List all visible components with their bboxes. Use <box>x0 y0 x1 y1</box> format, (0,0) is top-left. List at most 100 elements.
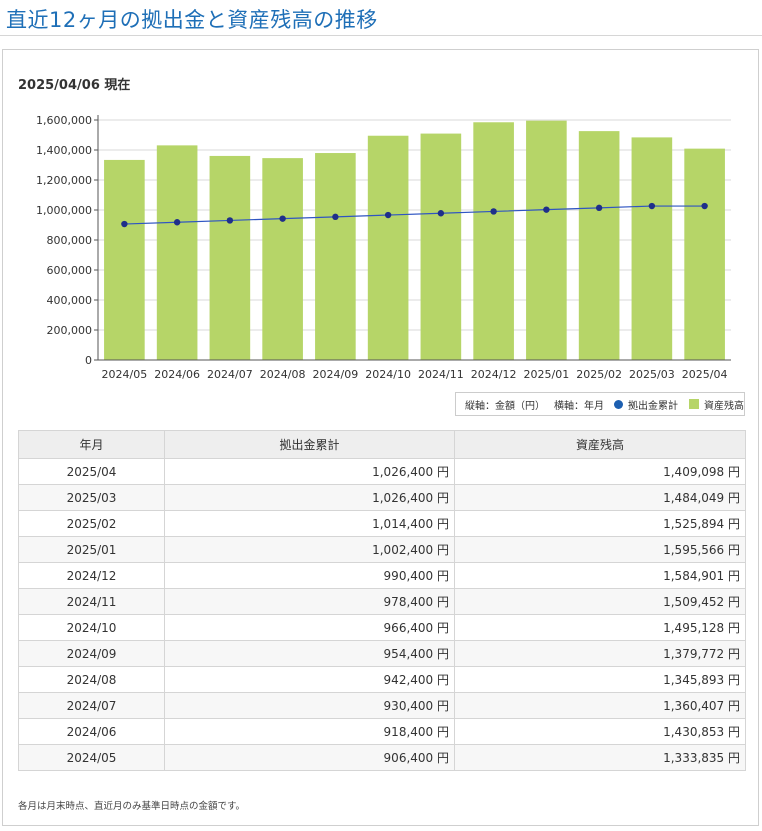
label-layer: 0 200,000 400,000 600,000 800,000 1,000,000 1,… <box>36 114 727 381</box>
y-tick-label: 1,200,000 <box>36 174 92 187</box>
row-contribution: 930,400 円 <box>164 692 455 719</box>
bar-asset-balance <box>367 135 409 360</box>
row-contribution: 966,400 円 <box>164 614 455 641</box>
x-tick-label: 2025/02 <box>576 368 622 381</box>
row-assets: 1,430,853 円 <box>454 718 746 745</box>
row-assets: 1,525,894 円 <box>454 510 746 537</box>
x-tick-label: 2024/06 <box>154 368 200 381</box>
y-tick-label: 600,000 <box>47 264 93 277</box>
row-assets: 1,333,835 円 <box>454 744 746 771</box>
row-contribution: 918,400 円 <box>164 718 455 745</box>
table-header-row: 年月 拠出金累計 資産残高 <box>18 430 746 459</box>
row-contribution: 1,026,400 円 <box>164 484 455 511</box>
row-contribution: 990,400 円 <box>164 562 455 589</box>
legend-line-label: 拠出金累計 <box>628 400 678 412</box>
line-point-contribution <box>226 217 234 224</box>
row-assets: 1,509,452 円 <box>454 588 746 615</box>
history-chart: 0 200,000 400,000 600,000 800,000 1,000,000 1,… <box>36 114 731 381</box>
row-contribution: 1,014,400 円 <box>164 510 455 537</box>
y-tick-label: 1,000,000 <box>36 204 92 217</box>
line-point-contribution <box>701 202 708 210</box>
as-of-date: 2025/04/06 現在 <box>18 78 131 93</box>
legend-bar-label: 資産残高 <box>704 400 744 412</box>
chart-legend: 縦軸：金額（円） 横軸：年月 拠出金累計 資産残高 <box>455 392 745 416</box>
header-month: 年月 <box>18 430 165 459</box>
footnote: 各月は月末時点、直近月のみ基準日時点の金額です。 <box>18 801 246 812</box>
row-month: 2024/10 <box>18 614 165 641</box>
y-tick-label: 1,600,000 <box>36 114 92 127</box>
row-assets: 1,595,566 円 <box>454 536 746 563</box>
row-month: 2024/12 <box>18 562 165 589</box>
legend-bar-swatch-icon <box>689 399 699 409</box>
grid-layer <box>98 119 731 331</box>
bar-asset-balance <box>104 159 145 360</box>
bar-asset-balance <box>315 153 356 360</box>
y-tick-label: 800,000 <box>47 234 93 247</box>
row-assets: 1,409,098 円 <box>454 458 746 485</box>
header-asset-balance: 資産残高 <box>454 430 746 459</box>
x-tick-label: 2025/04 <box>682 368 728 381</box>
x-tick-label: 2025/01 <box>524 368 570 381</box>
y-tick-label: 200,000 <box>47 324 93 337</box>
bar-asset-balance <box>473 122 514 360</box>
line-point-contribution <box>279 215 286 222</box>
line-layer <box>121 202 708 228</box>
row-contribution: 954,400 円 <box>164 640 455 667</box>
row-month: 2024/05 <box>18 744 165 771</box>
row-assets: 1,495,128 円 <box>454 614 746 641</box>
row-month: 2025/04 <box>18 458 165 485</box>
axis-layer <box>94 115 731 361</box>
row-contribution: 906,400 円 <box>164 744 455 771</box>
table-row: 2024/09 954,400 円 1,379,772 円 <box>18 640 746 667</box>
y-tick-label: 0 <box>85 354 92 367</box>
bar-asset-balance <box>156 145 198 360</box>
y-tick-label: 400,000 <box>47 294 93 307</box>
row-month: 2025/03 <box>18 484 165 511</box>
history-table: 年月 拠出金累計 資産残高 2025/04 1,026,400 円 1,409,09… <box>18 430 746 771</box>
line-point-contribution <box>595 204 603 212</box>
x-tick-label: 2024/05 <box>102 368 148 381</box>
row-contribution: 942,400 円 <box>164 666 455 693</box>
legend-y-axis-note: 縦軸：金額（円） <box>465 400 545 412</box>
table-row: 2024/08 942,400 円 1,345,893 円 <box>18 666 746 693</box>
table-row: 2024/12 990,400 円 1,584,901 円 <box>18 562 746 589</box>
table-row: 2024/10 966,400 円 1,495,128 円 <box>18 614 746 641</box>
table-row: 2024/07 930,400 円 1,360,407 円 <box>18 692 746 719</box>
line-point-contribution <box>437 210 445 217</box>
x-tick-label: 2024/09 <box>313 368 359 381</box>
x-tick-label: 2024/10 <box>365 368 411 381</box>
line-contribution-total <box>124 205 705 225</box>
row-contribution: 1,026,400 円 <box>164 458 455 485</box>
bar-asset-balance <box>684 148 725 360</box>
bar-asset-balance <box>526 120 567 360</box>
x-tick-label: 2024/11 <box>418 368 464 381</box>
bar-asset-balance <box>262 158 303 360</box>
bar-asset-balance <box>631 137 673 360</box>
row-month: 2024/09 <box>18 640 165 667</box>
row-contribution: 978,400 円 <box>164 588 455 615</box>
bar-layer <box>104 120 725 360</box>
table-row: 2025/03 1,026,400 円 1,484,049 円 <box>18 484 746 511</box>
bar-asset-balance <box>420 133 462 360</box>
line-point-contribution <box>384 211 392 219</box>
title-divider <box>0 35 762 36</box>
y-tick-label: 1,400,000 <box>36 144 92 157</box>
row-assets: 1,360,407 円 <box>454 692 746 719</box>
bar-asset-balance <box>209 155 251 360</box>
line-point-contribution <box>173 219 181 226</box>
row-month: 2024/06 <box>18 718 165 745</box>
x-tick-label: 2025/03 <box>629 368 675 381</box>
row-month: 2024/11 <box>18 588 165 615</box>
bar-asset-balance <box>578 131 620 360</box>
x-tick-label: 2024/08 <box>260 368 306 381</box>
row-assets: 1,584,901 円 <box>454 562 746 589</box>
row-assets: 1,484,049 円 <box>454 484 746 511</box>
row-assets: 1,379,772 円 <box>454 640 746 667</box>
x-tick-label: 2024/07 <box>207 368 253 381</box>
chart-panel: 2025/04/06 現在 0 200,000 400,000 600,000 800,… <box>2 49 759 826</box>
line-point-contribution <box>121 220 128 228</box>
legend-line-marker-icon <box>614 399 623 409</box>
line-point-contribution <box>490 208 497 215</box>
legend-x-axis-note: 横軸：年月 <box>554 400 604 412</box>
row-month: 2024/07 <box>18 692 165 719</box>
